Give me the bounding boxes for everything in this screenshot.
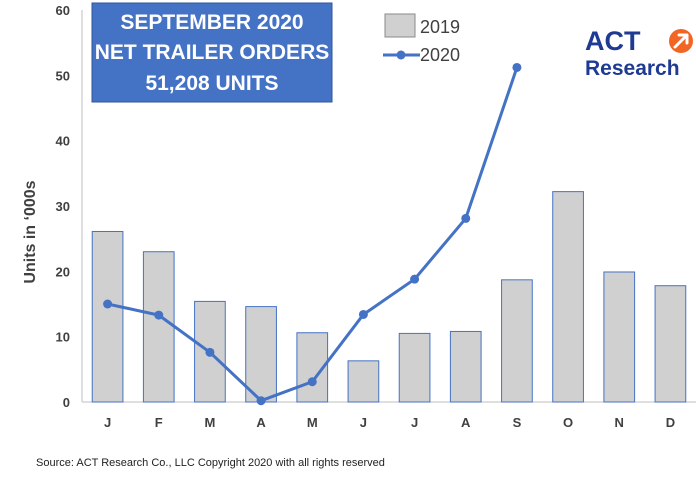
logo-arrow-shape [673, 33, 689, 49]
x-tick-label: J [360, 415, 367, 430]
x-tick-label: M [204, 415, 215, 430]
x-tick-label: D [666, 415, 675, 430]
legend-marker-2020 [396, 50, 406, 60]
y-axis-label: Units in ‘000s [22, 180, 39, 283]
act-research-logo: ACT Research [585, 26, 693, 80]
bar-2019 [501, 279, 533, 403]
point-2020 [205, 347, 215, 357]
legend-swatch-2019 [384, 13, 416, 38]
y-tick-label: 10 [56, 330, 70, 345]
y-tick-label: 40 [56, 134, 70, 149]
x-tick-label: M [307, 415, 318, 430]
title-line-3: 51,208 UNITS [145, 72, 278, 95]
x-tick-label: S [513, 415, 522, 430]
legend: 2019 2020 [383, 13, 460, 65]
bars-layer [91, 191, 687, 403]
y-tick-label: 0 [63, 395, 70, 410]
point-2020 [307, 377, 317, 387]
x-tick-label: A [461, 415, 471, 430]
legend-label-2019: 2019 [420, 17, 460, 37]
x-tick-label: A [256, 415, 266, 430]
bar-2019 [654, 285, 687, 403]
bar-2019 [449, 330, 482, 403]
title-box: SEPTEMBER 2020 NET TRAILER ORDERS 51,208… [91, 2, 333, 103]
axes-layer: 0 10 20 30 40 50 60 J F M A M J J A S O N D [56, 3, 696, 430]
x-tick-label: F [155, 415, 163, 430]
y-tick-label: 20 [56, 264, 70, 279]
point-2020 [256, 396, 266, 406]
title-box-background [91, 2, 333, 103]
bar-2019 [552, 191, 584, 403]
bar-2019 [142, 251, 175, 403]
point-2020 [410, 274, 420, 284]
bar-2019 [603, 271, 636, 403]
y-tick-label: 60 [56, 3, 70, 18]
bar-2019 [347, 360, 380, 403]
point-2020 [154, 310, 164, 320]
x-tick-label: J [104, 415, 111, 430]
title-line-1: SEPTEMBER 2020 [120, 11, 303, 34]
x-tick-label: J [411, 415, 418, 430]
x-tick-label: N [615, 415, 624, 430]
x-tick-label: O [563, 415, 573, 430]
logo-research-text: Research [585, 57, 680, 80]
bar-2019 [245, 306, 277, 403]
y-tick-label: 30 [56, 199, 70, 214]
point-2020 [103, 299, 113, 309]
point-2020 [512, 62, 522, 72]
point-2020 [461, 213, 471, 223]
logo-act-text: ACT [585, 26, 641, 56]
y-tick-label: 50 [56, 68, 70, 83]
bar-2019 [91, 230, 124, 403]
source-note: Source: ACT Research Co., LLC Copyright … [36, 457, 385, 469]
line-layer [103, 62, 522, 406]
point-2020 [358, 309, 368, 319]
title-line-2: NET TRAILER ORDERS [95, 41, 330, 64]
legend-label-2020: 2020 [420, 45, 460, 65]
bar-2019 [398, 332, 431, 403]
